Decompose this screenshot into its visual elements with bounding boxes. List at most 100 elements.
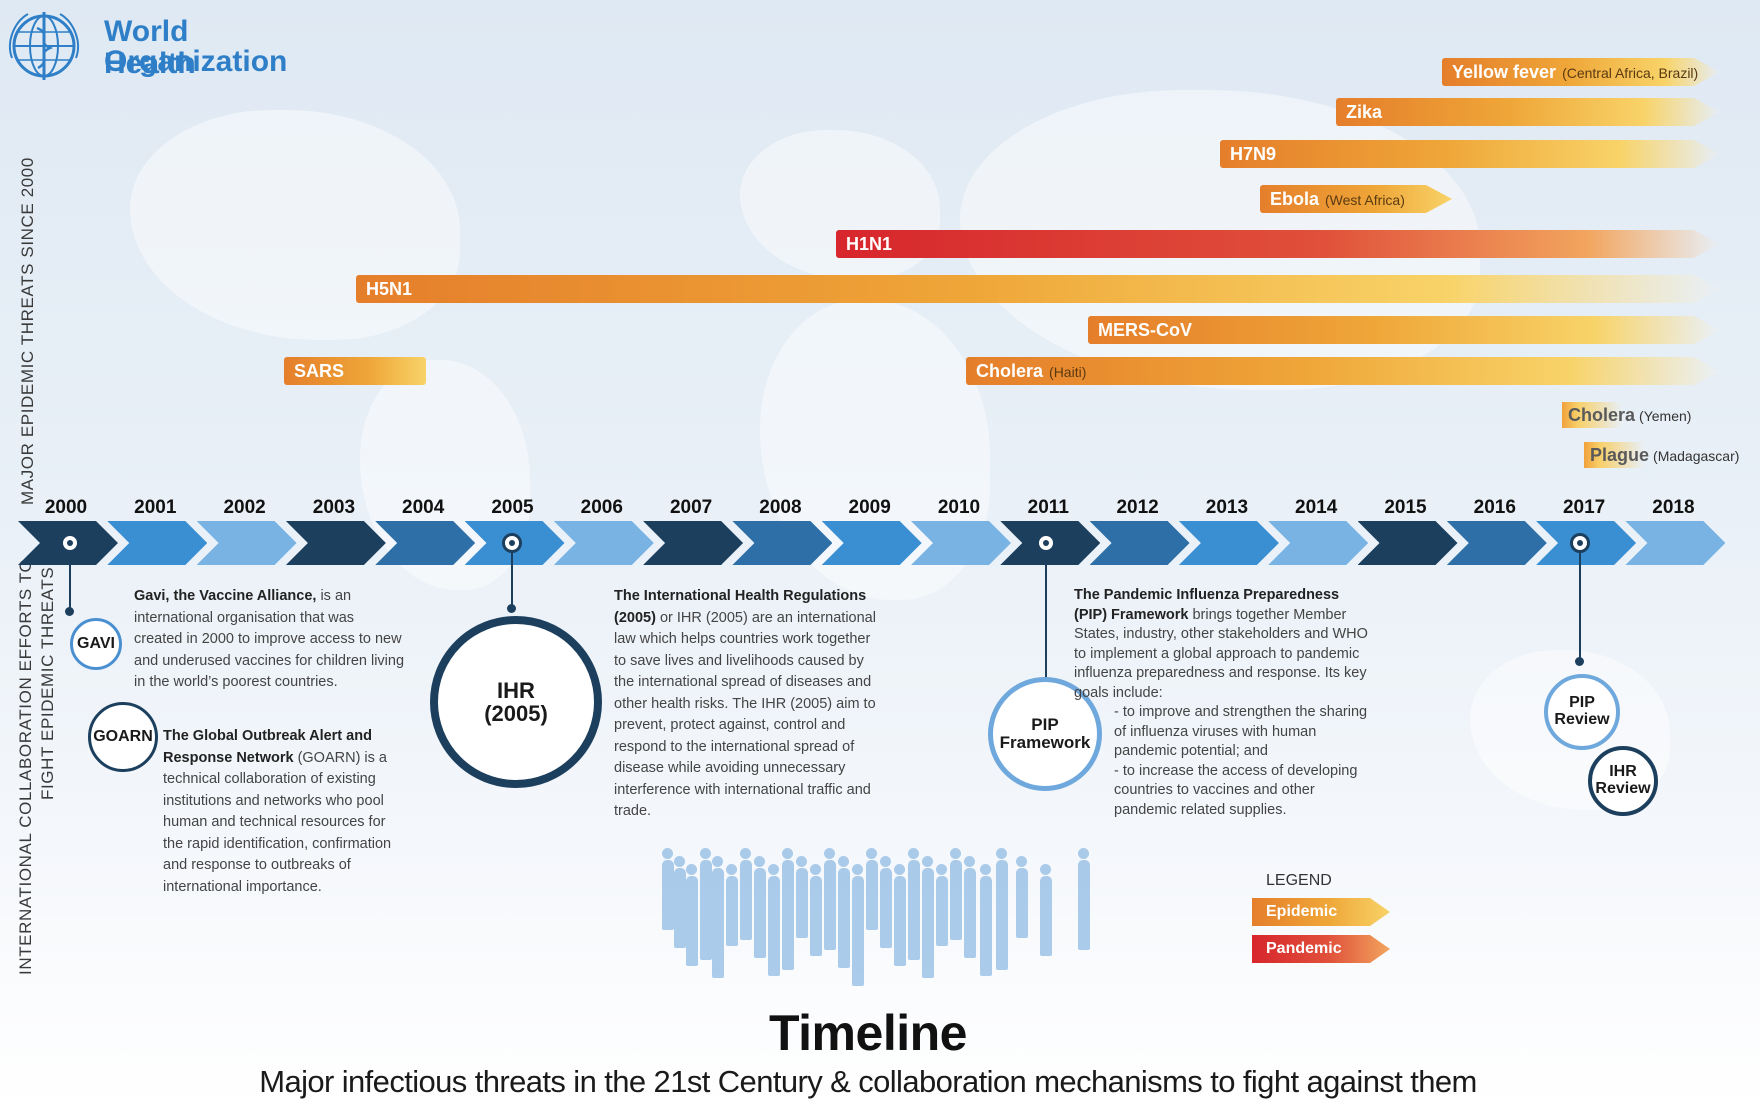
side-label-collab-1: INTERNATIONAL COLLABORATION EFFORTS TO [16, 558, 35, 975]
person-silhouette [866, 848, 878, 930]
timeline-stem-2017 [1579, 553, 1581, 661]
person-head [838, 856, 849, 867]
pip-goal-item: - to increase the access of developing c… [1114, 762, 1358, 818]
person-silhouette [1016, 856, 1028, 938]
goarn-description: The Global Outbreak Alert and Response N… [163, 726, 403, 898]
ihr-description: The International Health Regulations (20… [614, 586, 886, 823]
person-head [950, 848, 961, 859]
timeline-stem-dot-2017 [1575, 657, 1584, 666]
person-head [754, 856, 765, 867]
pip-goals: - to improve and strengthen the sharing … [1074, 703, 1374, 820]
threat-note: (Yemen) [1639, 408, 1692, 424]
person-silhouette [922, 856, 934, 978]
pip-review-badge: PIP Review [1544, 674, 1620, 750]
person-silhouette [782, 848, 794, 970]
threat-note: (Central Africa, Brazil) [1562, 65, 1699, 81]
person-silhouette [674, 856, 686, 948]
person-silhouette [1040, 864, 1052, 956]
threat-bar-ebola: Ebola (West Africa) [1260, 185, 1452, 213]
goarn-body: (GOARN) is a technical collaboration of … [163, 749, 392, 895]
timeline-segment-2012 [1089, 521, 1190, 565]
year-label: 2016 [1473, 497, 1516, 518]
pip-review-line-2: Review [1554, 711, 1610, 728]
person-head [796, 856, 807, 867]
threat-bar-yellow-fever: Yellow fever (Central Africa, Brazil) [1442, 58, 1720, 86]
person-head [964, 856, 975, 867]
gavi-body: is an international organisation that wa… [134, 588, 405, 690]
person-head [980, 864, 991, 875]
side-label-collab-2: FIGHT EPIDEMIC THREATS [38, 566, 57, 800]
person-silhouette [686, 864, 698, 966]
gavi-description: Gavi, the Vaccine Alliance, is an intern… [134, 586, 406, 694]
person-silhouette [1078, 848, 1090, 950]
timeline-marker-2005 [502, 533, 522, 553]
year-label: 2017 [1562, 497, 1606, 518]
timeline-stem-dot-2005 [507, 604, 516, 613]
person-head [922, 856, 933, 867]
person-silhouette [662, 848, 674, 930]
person-head [866, 848, 877, 859]
year-label: 2000 [44, 497, 88, 518]
legend-pandemic: Pandemic [1252, 935, 1390, 963]
threat-name: H5N1 [366, 279, 413, 299]
person-silhouette [908, 848, 920, 960]
threat-name: H7N9 [1230, 144, 1277, 164]
threat-bar-h7n9: H7N9 [1220, 140, 1720, 168]
pip-goal-item: - to improve and strengthen the sharing … [1114, 704, 1368, 759]
gavi-badge: GAVI [70, 618, 122, 670]
person-head [726, 864, 737, 875]
year-label: 2014 [1295, 497, 1338, 518]
timeline-marker-2017 [1570, 533, 1590, 553]
page-title: Timeline [769, 1005, 967, 1061]
person-head [782, 848, 793, 859]
ihr-review-line-2: Review [1595, 780, 1651, 797]
person-head [1016, 856, 1027, 867]
person-head [674, 856, 685, 867]
timeline-marker-2011 [1036, 533, 1056, 553]
person-silhouette [796, 856, 808, 938]
ihr-review-badge: IHR Review [1588, 746, 1658, 816]
gavi-badge-label: GAVI [77, 634, 115, 652]
timeline-segment-2015 [1357, 521, 1458, 565]
logo-line-2: Organization [104, 45, 288, 78]
timeline-segment-2003 [285, 521, 386, 565]
person-silhouette [936, 864, 948, 946]
person-silhouette [824, 848, 836, 950]
person-head [768, 864, 779, 875]
year-label: 2006 [580, 497, 623, 518]
timeline-segment-2014 [1268, 521, 1369, 565]
pip-review-line-1: PIP [1569, 694, 1595, 712]
year-label: 2003 [312, 497, 356, 518]
legend-epidemic: Epidemic [1252, 898, 1390, 926]
year-label: 2008 [759, 497, 802, 518]
threat-bar-zika: Zika [1336, 98, 1720, 126]
person-silhouette [880, 856, 892, 948]
threat-bar-cholera-haiti: Cholera (Haiti) [966, 357, 1720, 385]
person-head [880, 856, 891, 867]
timeline-segment-2001 [107, 521, 208, 565]
threat-note: (West Africa) [1325, 192, 1405, 208]
year-label: 2002 [223, 497, 266, 518]
person-silhouette [700, 848, 712, 960]
year-label: 2007 [669, 497, 713, 518]
person-head [1040, 864, 1051, 875]
timeline-stem-dot-2000 [65, 607, 74, 616]
person-silhouette [852, 864, 864, 986]
person-head [894, 864, 905, 875]
pip-badge-line-1: PIP [1031, 715, 1059, 735]
timeline-segment-2018 [1625, 521, 1726, 565]
person-silhouette [996, 848, 1008, 970]
goarn-title: The Global Outbreak Alert and Response N… [163, 728, 372, 766]
threat-name: Yellow fever [1452, 62, 1557, 82]
ihr-review-line-1: IHR [1609, 763, 1637, 781]
ihr-badge-line-1: IHR [497, 677, 535, 703]
logo-line-1: World Health [104, 15, 196, 80]
threat-name: Ebola [1270, 189, 1320, 209]
person-silhouette [980, 864, 992, 976]
person-silhouette [712, 856, 724, 978]
timeline-stem-2000 [69, 553, 71, 611]
year-label: 2011 [1027, 497, 1069, 518]
person-head [740, 848, 751, 859]
threat-badge-cholera-yemen: Cholera (Yemen) [1562, 402, 1692, 428]
year-label: 2005 [491, 497, 534, 518]
